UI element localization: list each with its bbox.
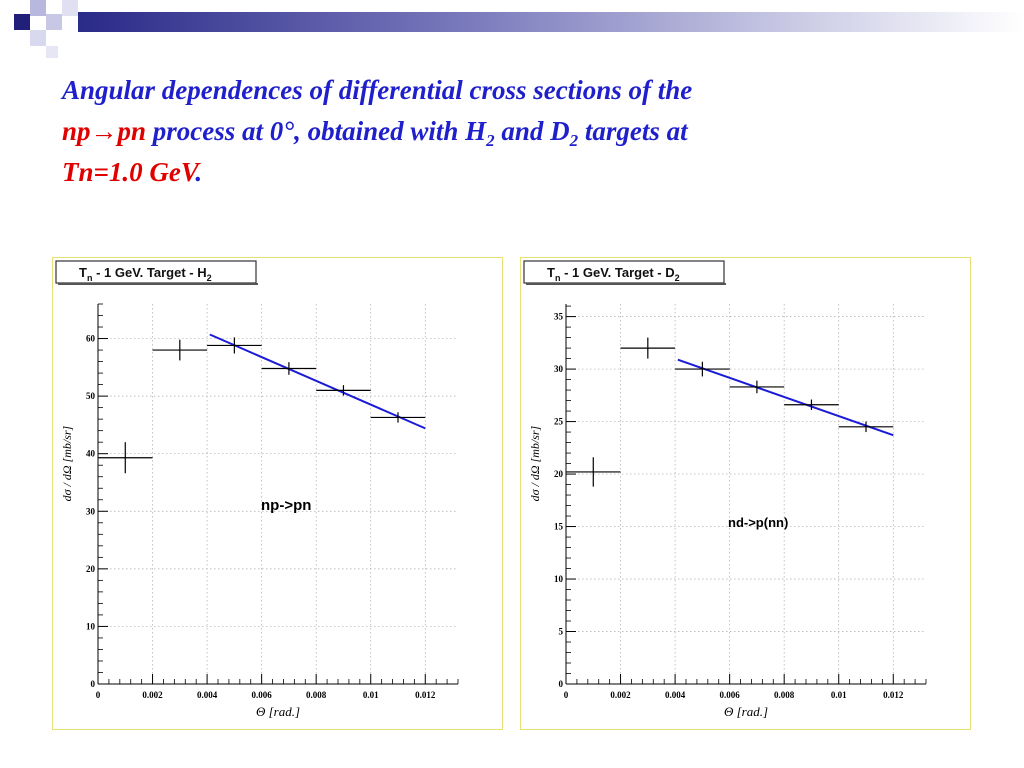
y-tick-label: 10 (86, 621, 96, 631)
x-tick-label: 0.008 (774, 690, 795, 700)
chart-header-shadow (58, 283, 258, 285)
header-gradient-bar (78, 12, 1024, 32)
data-point (152, 339, 208, 361)
y-tick-label: 40 (86, 449, 96, 459)
chart-panel-d2: Tn - 1 GeV. Target - D2 0 0.002 0.004 0.006 0… (520, 257, 971, 730)
title-energy-highlight: Tn=1.0 GeV (62, 157, 196, 187)
y-tick-label: 0 (559, 679, 564, 689)
y-tick-label: 20 (554, 469, 564, 479)
fit-line (677, 358, 894, 437)
y-tick-label: 30 (554, 364, 564, 374)
y-tick-label: 20 (86, 564, 96, 574)
deco-square-navy (14, 14, 30, 30)
x-tick-label: 0.008 (306, 690, 327, 700)
data-point (261, 362, 317, 375)
data-point (566, 457, 621, 487)
data-point (620, 337, 676, 359)
data-point (316, 385, 371, 396)
data-point (370, 412, 426, 423)
chart-panel-h2: Tn - 1 GeV. Target - H2 0 0.002 0.004 0.006 0… (52, 257, 503, 730)
deco-square-light (30, 0, 46, 16)
x-tick-label: 0.006 (720, 690, 741, 700)
x-tick-label: 0.01 (363, 690, 379, 700)
data-point (98, 442, 153, 474)
chart-annotation: np->pn (261, 497, 311, 514)
y-tick-label: 50 (86, 391, 96, 401)
x-tick-label: 0.012 (415, 690, 436, 700)
x-axis-label: Θ [rad.] (256, 704, 300, 719)
chart-header-shadow (526, 283, 726, 285)
y-tick-label: 10 (554, 574, 564, 584)
slide-title: Angular dependences of differential cros… (62, 70, 962, 193)
y-axis-label: dσ / dΩ [mb/sr] (528, 425, 542, 501)
x-tick-label: 0.01 (831, 690, 847, 700)
x-axis-label: Θ [rad.] (724, 704, 768, 719)
fit-line (209, 333, 426, 430)
corner-decoration (0, 0, 130, 70)
x-tick-label: 0.012 (883, 690, 904, 700)
x-tick-label: 0.002 (142, 690, 163, 700)
deco-square-light (62, 0, 78, 16)
y-axis-label: dσ / dΩ [mb/sr] (60, 425, 74, 501)
y-tick-label: 30 (86, 506, 96, 516)
chart-h2-svg: Tn - 1 GeV. Target - H2 0 0.002 0.004 0.006 0… (55, 260, 459, 719)
x-tick-label: 0.004 (197, 690, 218, 700)
title-line-2: np→pn process at 0°, obtained with H2 an… (62, 116, 688, 150)
x-tick-label: 0.006 (252, 690, 273, 700)
data-point (784, 399, 839, 411)
x-tick-label: 0.004 (665, 690, 686, 700)
deco-square-light (30, 30, 46, 46)
title-line-3: Tn=1.0 GeV. (62, 157, 203, 187)
title-process-highlight: np→pn (62, 116, 147, 146)
y-tick-label: 0 (91, 679, 96, 689)
chart-d2-svg: Tn - 1 GeV. Target - D2 0 0.002 0.004 0.006 0… (523, 260, 927, 719)
x-tick-label: 0.002 (610, 690, 631, 700)
x-tick-label: 0 (564, 690, 569, 700)
deco-square-light (46, 46, 58, 58)
y-tick-label: 35 (554, 312, 564, 322)
y-tick-label: 60 (86, 334, 96, 344)
data-point (838, 421, 894, 433)
y-tick-label: 25 (554, 417, 564, 427)
data-point (729, 380, 785, 394)
title-line-1: Angular dependences of differential cros… (62, 75, 693, 105)
data-point (675, 361, 730, 377)
chart-header-title: Tn - 1 GeV. Target - D2 (547, 265, 680, 283)
x-tick-label: 0 (96, 690, 101, 700)
chart-header-title: Tn - 1 GeV. Target - H2 (79, 265, 212, 283)
y-tick-label: 5 (559, 627, 564, 637)
y-tick-label: 15 (554, 522, 564, 532)
chart-annotation: nd->p(nn) (728, 515, 788, 530)
data-point (207, 337, 262, 354)
deco-square-light (46, 14, 62, 30)
